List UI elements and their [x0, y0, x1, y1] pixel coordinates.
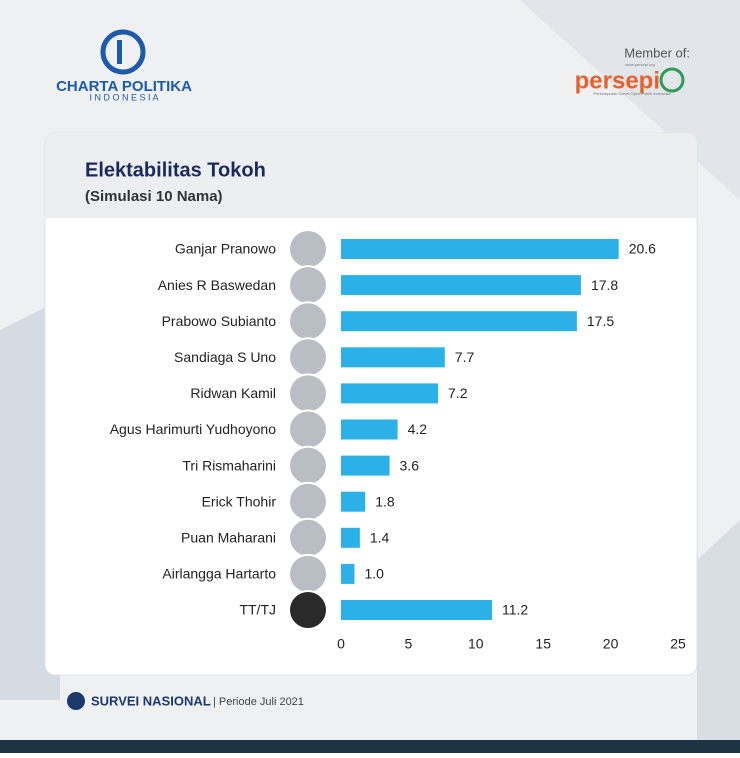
avatar [288, 553, 328, 594]
brand-sub: I N D O N E S I A [89, 92, 158, 102]
chart-subtitle: (Simulasi 10 Nama) [85, 188, 223, 205]
category-label: Anies R Baswedan [158, 277, 276, 293]
bar [341, 347, 445, 368]
value-label: 3.6 [400, 457, 420, 473]
avatar [288, 265, 328, 306]
x-tick-label: 10 [468, 636, 484, 652]
member-name: persepi [575, 67, 660, 94]
x-tick-label: 15 [535, 636, 551, 652]
bar [341, 600, 492, 620]
brand-logo [117, 40, 122, 64]
member-url: www.persepi.org [625, 62, 655, 67]
category-label: Sandiaga S Uno [174, 349, 276, 365]
bar [341, 311, 577, 332]
value-label: 1.8 [375, 493, 395, 509]
category-label: Prabowo Subianto [162, 313, 277, 329]
value-label: 17.5 [587, 313, 614, 329]
x-tick-label: 5 [405, 636, 413, 652]
category-label: TT/TJ [239, 602, 276, 618]
value-label: 20.6 [629, 241, 656, 257]
avatar [288, 229, 328, 269]
value-label: 7.2 [448, 385, 468, 401]
brand-logo [100, 29, 146, 75]
avatar [288, 481, 328, 522]
bottom-band [0, 740, 740, 753]
avatar [288, 517, 328, 558]
avatar [288, 301, 328, 342]
x-tick-label: 20 [603, 636, 619, 652]
value-label: 7.7 [455, 349, 475, 365]
member-logo [659, 67, 685, 93]
category-label: Tri Rismaharini [182, 457, 276, 473]
category-label: Erick Thohir [202, 493, 277, 509]
footer-survey: SURVEI NASIONAL [91, 693, 211, 708]
card-header [45, 133, 697, 218]
bar [341, 239, 619, 259]
category-label: Airlangga Hartarto [162, 566, 276, 582]
category-label: Ridwan Kamil [190, 385, 276, 401]
x-tick-label: 0 [337, 636, 345, 652]
bar [341, 491, 366, 512]
bar [341, 563, 355, 584]
category-label: Ganjar Pranowo [175, 241, 276, 257]
bg-shape [697, 520, 740, 740]
bar [341, 419, 398, 440]
value-label: 17.8 [591, 277, 618, 293]
x-tick-label: 25 [670, 636, 686, 652]
bar [341, 455, 390, 476]
avatar [288, 337, 328, 378]
footer-dot [67, 692, 85, 710]
bar [341, 527, 360, 548]
value-label: 11.2 [502, 602, 528, 618]
value-label: 4.2 [408, 421, 428, 437]
value-label: 1.0 [364, 566, 384, 582]
avatar [288, 445, 328, 486]
member-desc: Perkumpulan Survei Opini Publik Indonesi… [594, 91, 672, 96]
avatar [288, 590, 328, 630]
brand-name: CHARTA POLITIKA [56, 78, 192, 95]
chart-title: Elektabilitas Tokoh [85, 159, 266, 181]
avatar [288, 409, 328, 450]
footer-period: | Periode Juli 2021 [213, 696, 304, 708]
category-label: Puan Maharani [181, 530, 276, 546]
value-label: 1.4 [370, 530, 390, 546]
avatar [288, 373, 328, 414]
member-label: Member of: [624, 45, 690, 60]
category-label: Agus Harimurti Yudhoyono [110, 421, 276, 437]
bar [341, 275, 581, 296]
bar [341, 383, 439, 404]
